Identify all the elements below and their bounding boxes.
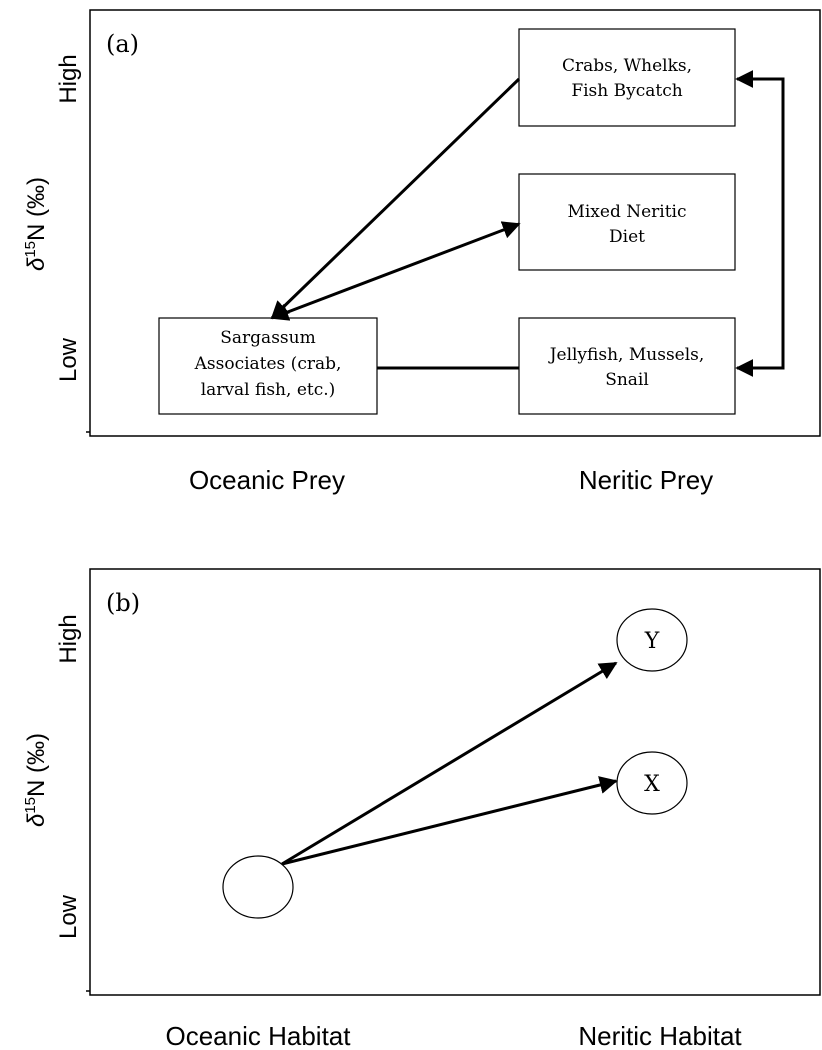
arrow-origin-to-y (281, 661, 618, 866)
arrow-origin-to-x (281, 776, 618, 866)
arrow-crabs-jellyfish-bidirectional (735, 70, 785, 377)
node-x: X (616, 751, 688, 815)
node-origin (222, 855, 294, 919)
panel-b-y-sup: 15 (22, 797, 39, 814)
panel-b-frame (89, 568, 821, 996)
panel-b-x-left: Oceanic Habitat (166, 1021, 352, 1050)
node-y: Y (616, 608, 688, 672)
box-sargassum-line2: Associates (crab, (194, 354, 342, 374)
panel-b-y-label: δ15N (‰) (22, 733, 50, 827)
panel-a-y-rest: N (‰) (23, 177, 50, 241)
box-sargassum-line1: Sargassum (220, 328, 315, 348)
panel-a-y-high: High (55, 54, 82, 103)
panel-b-x-right: Neritic Habitat (578, 1021, 742, 1050)
node-y-label: Y (644, 629, 660, 654)
panel-a-x-left: Oceanic Prey (189, 465, 345, 495)
box-jellyfish-line2: Snail (605, 370, 649, 390)
box-jellyfish-line1: Jellyfish, Mussels, (548, 345, 705, 365)
node-x-label: X (644, 772, 660, 797)
arrow-sargassum-mixed-bidirectional (270, 221, 521, 321)
panel-a-y-label: δ15N (‰) (22, 177, 50, 271)
panel-a: (a) High δ15N (‰) Low Oceanic Prey Nerit… (22, 9, 821, 495)
box-mixed-line1: Mixed Neritic (567, 202, 686, 222)
box-crabs-line2: Fish Bycatch (571, 81, 682, 101)
panel-a-y-sup: 15 (22, 241, 39, 258)
panel-a-y-low: Low (55, 337, 82, 382)
panel-b-y-rest: N (‰) (23, 733, 50, 797)
panel-b-y-delta: δ (23, 813, 50, 827)
panel-b-y-high: High (55, 614, 82, 663)
arrow-crabs-to-sargassum (270, 77, 521, 320)
box-sargassum-line3: larval fish, etc.) (201, 380, 336, 400)
box-mixed-line2: Diet (609, 227, 645, 247)
box-crabs-line1: Crabs, Whelks, (562, 56, 692, 76)
panel-a-x-right: Neritic Prey (579, 465, 713, 495)
panel-a-tag: (a) (106, 30, 139, 58)
box-jellyfish: Jellyfish, Mussels, Snail (518, 317, 736, 415)
panel-a-y-delta: δ (23, 257, 50, 271)
panel-b-tag: (b) (106, 589, 140, 617)
panel-a-frame (89, 9, 821, 437)
panel-b: (b) High δ15N (‰) Low Oceanic Habitat Ne… (22, 568, 821, 1050)
box-mixed-neritic: Mixed Neritic Diet (518, 173, 736, 271)
box-sargassum: Sargassum Associates (crab, larval fish,… (158, 317, 378, 415)
box-crabs: Crabs, Whelks, Fish Bycatch (518, 28, 736, 127)
panel-b-y-low: Low (55, 894, 82, 939)
